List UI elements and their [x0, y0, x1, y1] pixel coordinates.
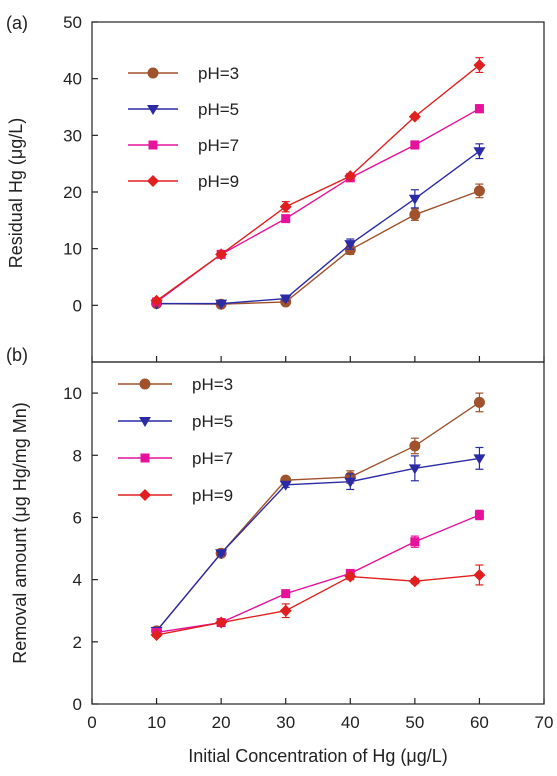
legend-label: pH=3 [192, 375, 233, 394]
data-point [474, 104, 484, 114]
x-tick-label: 70 [535, 713, 554, 732]
y-tick-label: 4 [73, 571, 82, 590]
legend-marker [139, 489, 151, 501]
legend-marker [140, 453, 150, 463]
panel-frame [91, 361, 545, 705]
data-point [409, 209, 421, 221]
series-pH=9 [150, 564, 486, 641]
data-point [408, 194, 421, 205]
x-tick-label: 0 [87, 713, 96, 732]
x-axis-label: Initial Concentration of Hg (μg/L) [188, 746, 448, 766]
data-point [473, 185, 485, 197]
legend-label: pH=9 [192, 486, 233, 505]
y-tick-label: 10 [63, 240, 82, 259]
y-tick-label: 0 [73, 695, 82, 714]
data-point [215, 616, 228, 629]
data-point [215, 299, 228, 310]
data-point [474, 510, 484, 520]
data-point [150, 628, 163, 641]
legend-marker [147, 175, 159, 187]
series-line [156, 574, 480, 636]
data-point [344, 240, 357, 251]
y-tick-label: 50 [63, 13, 82, 32]
y-tick-label: 6 [73, 508, 82, 527]
series-line [156, 457, 480, 632]
y-tick-label: 8 [73, 446, 82, 465]
x-tick-label: 20 [212, 713, 231, 732]
legend-marker [147, 67, 159, 79]
data-point [281, 589, 291, 599]
x-tick-label: 50 [405, 713, 424, 732]
legend-marker [139, 417, 151, 427]
panel-a-label: (a) [6, 13, 28, 33]
series-line [156, 150, 480, 305]
legend-marker [139, 378, 151, 390]
series-pH=5 [150, 143, 486, 310]
y-tick-label: 2 [73, 633, 82, 652]
y-tick-label: 20 [63, 183, 82, 202]
x-tick-label: 30 [276, 713, 295, 732]
legend-label: pH=7 [198, 136, 239, 155]
data-point [279, 480, 292, 491]
data-point [408, 464, 421, 475]
series-line [156, 64, 480, 302]
legend-label: pH=7 [192, 449, 233, 468]
data-point [215, 248, 228, 261]
data-point [344, 570, 357, 583]
data-point [150, 294, 163, 307]
data-point [215, 549, 228, 560]
legend-marker [147, 105, 159, 115]
legend-marker [148, 140, 158, 150]
series-pH=3 [151, 183, 485, 310]
series-pH=9 [150, 57, 486, 307]
legend-label: pH=5 [198, 100, 239, 119]
data-point [279, 294, 292, 305]
x-tick-label: 60 [470, 713, 489, 732]
panel-a-y-axis-label: Residual Hg (μg/L) [6, 118, 26, 268]
data-point [473, 147, 486, 158]
panel-a-plot: 0 10 20 30 40 50 pH=3 pH=5 pH=7 pH=9 [63, 13, 545, 363]
data-point [344, 477, 357, 488]
data-point [473, 568, 486, 581]
data-point [473, 59, 486, 72]
series-line [156, 190, 480, 305]
panel-b-label: (b) [6, 345, 28, 365]
data-point [408, 110, 421, 123]
series-pH=5 [150, 446, 486, 637]
legend-label: pH=5 [192, 412, 233, 431]
x-tick-label: 40 [341, 713, 360, 732]
panel-b-y-axis-label: Removal amount (μg Hg/mg Mn) [10, 402, 30, 663]
data-point [408, 575, 421, 588]
series-line [156, 401, 480, 632]
y-tick-label: 0 [73, 296, 82, 315]
y-tick-label: 40 [63, 70, 82, 89]
data-point [409, 440, 421, 452]
data-point [473, 396, 485, 408]
data-point [344, 170, 357, 183]
y-tick-label: 10 [63, 384, 82, 403]
data-point [279, 200, 292, 213]
data-point [281, 214, 291, 224]
data-point [410, 537, 420, 547]
legend-label: pH=9 [198, 172, 239, 191]
legend-label: pH=3 [198, 64, 239, 83]
y-tick-label: 30 [63, 126, 82, 145]
data-point [410, 140, 420, 150]
x-tick-label: 10 [147, 713, 166, 732]
data-point [279, 604, 292, 617]
series-pH=7 [152, 509, 484, 637]
data-point [473, 454, 486, 465]
panel-b-plot: 0 2 4 6 8 10 0 10 20 30 40 50 60 70 pH=3 pH=5 pH=7 pH=9 [63, 361, 554, 732]
